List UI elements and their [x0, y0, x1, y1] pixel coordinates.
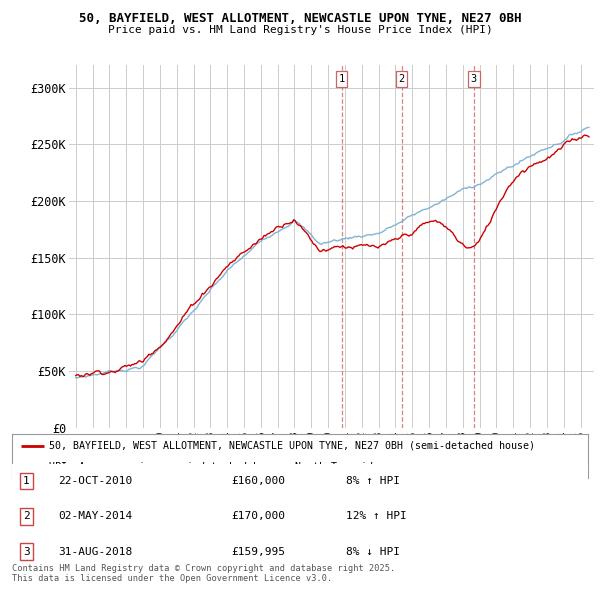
Text: 8% ↓ HPI: 8% ↓ HPI	[346, 547, 400, 556]
Text: £159,995: £159,995	[231, 547, 285, 556]
Text: 3: 3	[471, 74, 477, 84]
Text: Contains HM Land Registry data © Crown copyright and database right 2025.
This d: Contains HM Land Registry data © Crown c…	[12, 563, 395, 583]
Text: 2: 2	[398, 74, 405, 84]
Text: 02-MAY-2014: 02-MAY-2014	[58, 512, 133, 521]
Text: 50, BAYFIELD, WEST ALLOTMENT, NEWCASTLE UPON TYNE, NE27 0BH (semi-detached house: 50, BAYFIELD, WEST ALLOTMENT, NEWCASTLE …	[49, 441, 535, 451]
Text: 22-OCT-2010: 22-OCT-2010	[58, 476, 133, 486]
Text: 8% ↑ HPI: 8% ↑ HPI	[346, 476, 400, 486]
Text: 1: 1	[23, 476, 30, 486]
Text: 2: 2	[23, 512, 30, 521]
Text: 1: 1	[338, 74, 345, 84]
Text: 12% ↑ HPI: 12% ↑ HPI	[346, 512, 407, 521]
Text: 31-AUG-2018: 31-AUG-2018	[58, 547, 133, 556]
Text: 50, BAYFIELD, WEST ALLOTMENT, NEWCASTLE UPON TYNE, NE27 0BH: 50, BAYFIELD, WEST ALLOTMENT, NEWCASTLE …	[79, 12, 521, 25]
Text: £170,000: £170,000	[231, 512, 285, 521]
Text: HPI: Average price, semi-detached house, North Tyneside: HPI: Average price, semi-detached house,…	[49, 462, 379, 472]
Text: Price paid vs. HM Land Registry's House Price Index (HPI): Price paid vs. HM Land Registry's House …	[107, 25, 493, 35]
Text: 3: 3	[23, 547, 30, 556]
Text: £160,000: £160,000	[231, 476, 285, 486]
